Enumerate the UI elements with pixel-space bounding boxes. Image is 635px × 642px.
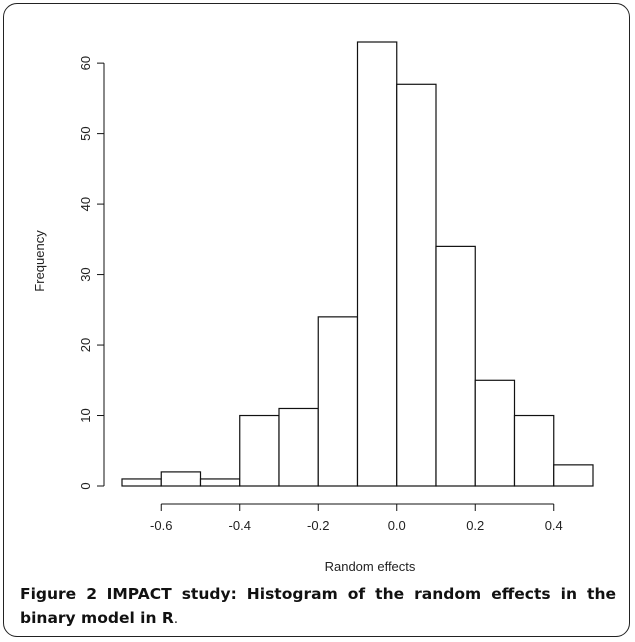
y-tick-label: 60 xyxy=(78,56,93,70)
x-tick-label: 0.4 xyxy=(545,518,563,533)
x-axis-label: Random effects xyxy=(325,559,416,574)
x-tick-label: 0.0 xyxy=(388,518,406,533)
histogram-bar xyxy=(474,379,516,487)
caption-text: IMPACT study: Histogram of the random ef… xyxy=(20,585,616,627)
figure-caption: Figure 2 IMPACT study: Histogram of the … xyxy=(20,582,616,632)
x-axis: -0.6 -0.4 -0.2 0.0 0.2 0.4 xyxy=(150,503,563,533)
bars-layer xyxy=(121,41,594,487)
histogram-bar xyxy=(317,316,359,487)
x-tick-label: -0.2 xyxy=(307,518,329,533)
histogram-bar xyxy=(121,478,162,487)
y-tick-label: 10 xyxy=(78,408,93,422)
x-tick-label: 0.2 xyxy=(466,518,484,533)
figure-frame: -0.6 -0.4 -0.2 0.0 0.2 0.4 0 10 20 30 40 50 60 Rand… xyxy=(3,3,630,637)
y-axis: 0 10 20 30 40 50 60 xyxy=(78,56,105,490)
x-tick-label: -0.6 xyxy=(150,518,172,533)
histogram-bar xyxy=(553,464,594,487)
histogram-bar xyxy=(278,407,319,487)
y-tick-label: 50 xyxy=(78,126,93,140)
histogram-bar xyxy=(239,414,280,487)
histogram-bar xyxy=(435,245,476,487)
histogram-bar xyxy=(160,471,202,487)
histogram-bar xyxy=(396,83,437,487)
y-tick-label: 20 xyxy=(78,338,93,352)
y-tick-label: 40 xyxy=(78,197,93,211)
y-tick-label: 30 xyxy=(78,267,93,281)
x-tick-label: -0.4 xyxy=(229,518,251,533)
caption-tail: . xyxy=(173,612,178,627)
y-tick-label: 0 xyxy=(78,482,93,489)
histogram-bar xyxy=(513,414,555,487)
histogram-bar xyxy=(199,478,241,487)
y-axis-label: Frequency xyxy=(32,230,47,292)
caption-label: Figure 2 xyxy=(20,585,98,603)
histogram-chart: -0.6 -0.4 -0.2 0.0 0.2 0.4 0 10 20 30 40 50 60 Rand… xyxy=(32,41,594,574)
histogram-bar xyxy=(356,41,398,487)
